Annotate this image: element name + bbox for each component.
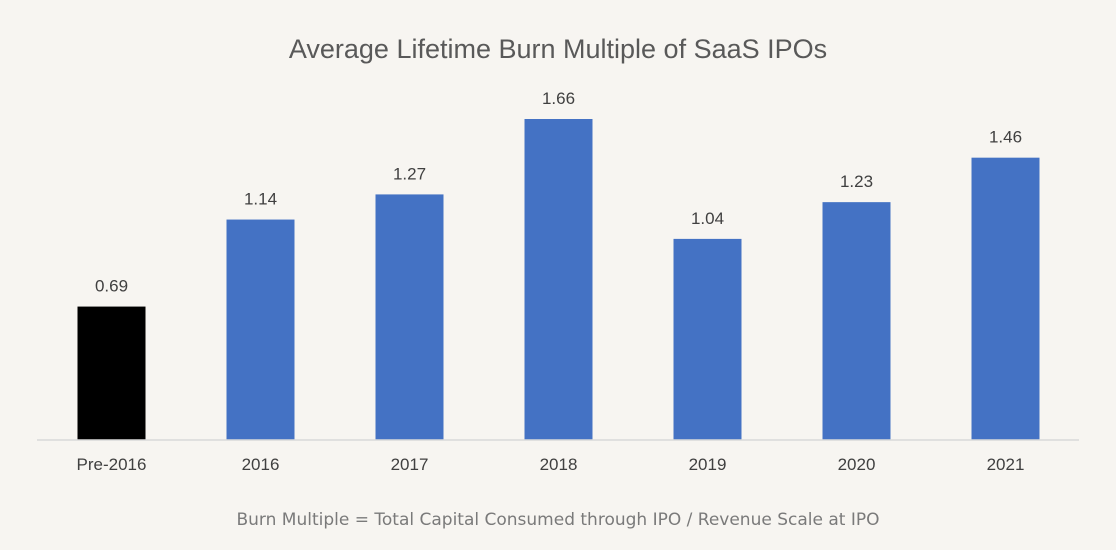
data-label-2019: 1.04 [691, 209, 724, 228]
bar-2020 [822, 202, 891, 440]
x-tick-label-2017: 2017 [391, 455, 429, 474]
bar-2019 [673, 238, 742, 440]
data-label-2018: 1.66 [542, 89, 575, 108]
chart-footnote: Burn Multiple = Total Capital Consumed t… [237, 510, 880, 530]
x-tick-label-2020: 2020 [838, 455, 876, 474]
data-label-2021: 1.46 [989, 128, 1022, 147]
bar-2017 [375, 194, 444, 440]
x-tick-label-2019: 2019 [689, 455, 727, 474]
data-label-2020: 1.23 [840, 172, 873, 191]
data-labels-group: 0.69 1.14 1.27 1.66 1.04 1.23 1.46 [95, 89, 1022, 296]
x-tick-label-2021: 2021 [987, 455, 1025, 474]
data-label-2016: 1.14 [244, 190, 277, 209]
bar-pre-2016 [77, 306, 146, 440]
data-label-2017: 1.27 [393, 164, 426, 183]
bars-group [77, 119, 1040, 441]
bar-2018 [524, 119, 593, 440]
x-tick-label-2018: 2018 [540, 455, 578, 474]
data-label-pre-2016: 0.69 [95, 277, 128, 296]
chart-title: Average Lifetime Burn Multiple of SaaS I… [289, 34, 827, 64]
x-tick-label-2016: 2016 [242, 455, 280, 474]
x-tick-label-pre-2016: Pre-2016 [77, 455, 147, 474]
bar-2016 [226, 219, 295, 440]
x-tick-labels-group: Pre-2016 2016 2017 2018 2019 2020 2021 [77, 455, 1025, 474]
bar-2021 [971, 157, 1040, 441]
